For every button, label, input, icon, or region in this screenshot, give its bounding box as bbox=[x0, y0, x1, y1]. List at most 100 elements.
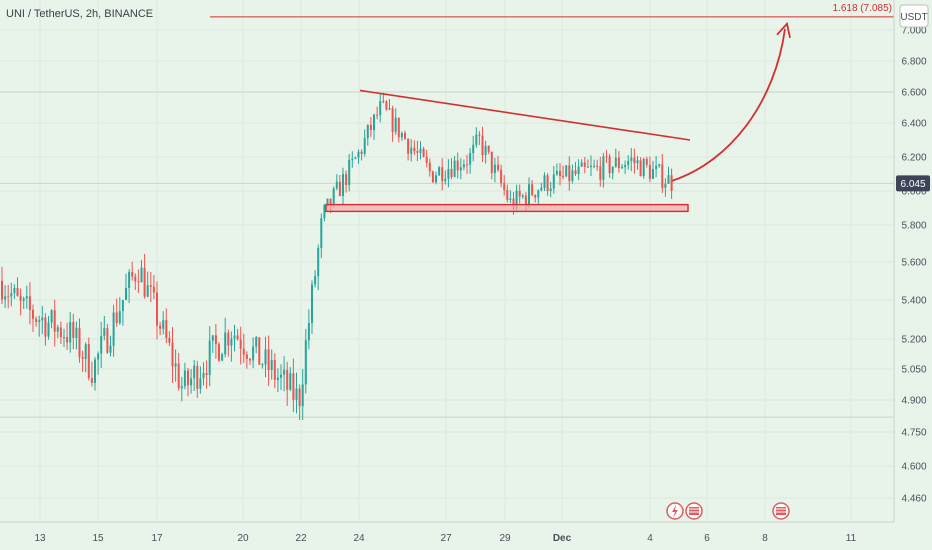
candle-body bbox=[121, 299, 124, 312]
candle-body bbox=[143, 267, 146, 297]
price-tick-label: 6.800 bbox=[901, 57, 926, 68]
price-tick-label: 4.600 bbox=[901, 462, 926, 473]
candle-body bbox=[419, 148, 422, 153]
candle-body bbox=[586, 166, 589, 168]
time-tick-label: 11 bbox=[846, 533, 857, 544]
candle-body bbox=[385, 101, 388, 110]
candle-body bbox=[642, 158, 645, 177]
candle-body bbox=[633, 157, 636, 164]
candle-body bbox=[326, 198, 329, 206]
candle-body bbox=[360, 151, 363, 154]
currency-badge[interactable] bbox=[899, 4, 929, 28]
candle-body bbox=[503, 183, 506, 190]
candle-body bbox=[648, 164, 651, 179]
candle-body bbox=[639, 160, 642, 177]
candle-body bbox=[255, 337, 258, 347]
candle-body bbox=[35, 318, 38, 322]
candle-body bbox=[583, 162, 586, 167]
candle-body bbox=[242, 348, 245, 355]
candle-body bbox=[41, 317, 44, 321]
candle-body bbox=[602, 156, 605, 180]
candle-body bbox=[90, 378, 93, 383]
candle-body bbox=[636, 160, 639, 164]
candle-body bbox=[289, 373, 292, 390]
candle-body bbox=[307, 323, 310, 341]
candle-body bbox=[562, 175, 565, 177]
candle-body bbox=[103, 327, 106, 336]
candle-body bbox=[379, 101, 382, 116]
candle-body bbox=[472, 144, 475, 154]
time-axis-labels: 13 15 17 20 22 24 27 29 Dec 4 6 8 11 bbox=[34, 533, 856, 544]
candle-body bbox=[416, 151, 419, 153]
last-price-label bbox=[896, 175, 930, 192]
price-tick-label: 5.050 bbox=[901, 365, 926, 376]
candle-body bbox=[373, 114, 375, 131]
resistance-trendline[interactable] bbox=[359, 89, 691, 141]
candle-body bbox=[574, 170, 577, 175]
support-zone[interactable] bbox=[325, 203, 689, 213]
candle-body bbox=[521, 195, 524, 197]
candle-body bbox=[397, 117, 400, 138]
time-tick-label: 24 bbox=[353, 533, 365, 544]
price-tick-label: 6.000 bbox=[901, 187, 926, 198]
candle-body bbox=[233, 335, 236, 339]
candle-body bbox=[78, 327, 81, 358]
candle-body bbox=[555, 170, 558, 175]
candle-body bbox=[655, 165, 658, 170]
candle-body bbox=[44, 317, 47, 337]
time-axis[interactable] bbox=[0, 522, 894, 550]
candle-body bbox=[469, 153, 472, 165]
candle-body bbox=[4, 296, 7, 300]
candle-body bbox=[605, 156, 608, 158]
projection-arrow[interactable] bbox=[671, 28, 786, 182]
candle-body bbox=[56, 327, 59, 332]
candle-body bbox=[549, 188, 552, 192]
candle-body bbox=[13, 287, 16, 294]
candle-body bbox=[382, 101, 385, 103]
candle-body bbox=[177, 363, 180, 389]
last-price-value: 6.045 bbox=[900, 179, 925, 190]
candle-body bbox=[351, 158, 354, 160]
candle-body bbox=[512, 198, 515, 209]
event-markers[interactable] bbox=[666, 502, 790, 520]
candle-body bbox=[531, 184, 534, 195]
price-tick-label: 5.600 bbox=[901, 258, 926, 269]
candle-body bbox=[69, 321, 72, 343]
candle-body bbox=[428, 162, 431, 172]
candle-body bbox=[221, 354, 224, 361]
candle-body bbox=[456, 160, 459, 171]
candle-body bbox=[301, 384, 304, 407]
candle-body bbox=[450, 168, 453, 177]
candle-body bbox=[407, 139, 410, 154]
candle-body bbox=[518, 190, 521, 197]
candle-body bbox=[580, 162, 583, 167]
candle-body bbox=[97, 353, 100, 360]
candle-body bbox=[478, 134, 481, 136]
projection-arrowhead bbox=[776, 21, 791, 39]
candle-body bbox=[624, 165, 627, 168]
candle-body bbox=[345, 174, 348, 185]
candle-body bbox=[171, 342, 174, 367]
candle-body bbox=[422, 148, 425, 157]
price-axis[interactable] bbox=[894, 0, 932, 522]
drawings[interactable] bbox=[325, 21, 791, 213]
candle-body bbox=[47, 322, 50, 337]
candle-body bbox=[596, 165, 599, 167]
candle-body bbox=[431, 171, 434, 183]
candle-body bbox=[19, 295, 22, 301]
candle-body bbox=[363, 138, 366, 154]
candle-body bbox=[459, 167, 462, 171]
candle-body bbox=[534, 194, 537, 198]
candle-body bbox=[332, 188, 335, 206]
candle-body bbox=[270, 360, 273, 371]
candle-body bbox=[81, 357, 84, 360]
candle-body bbox=[193, 365, 196, 379]
candle-body bbox=[509, 198, 512, 200]
candle-body bbox=[577, 166, 580, 175]
candle-body bbox=[335, 181, 338, 189]
candle-body bbox=[543, 175, 546, 188]
candle-body bbox=[652, 169, 654, 179]
time-tick-label: 6 bbox=[704, 533, 710, 544]
candle-body bbox=[100, 335, 103, 354]
